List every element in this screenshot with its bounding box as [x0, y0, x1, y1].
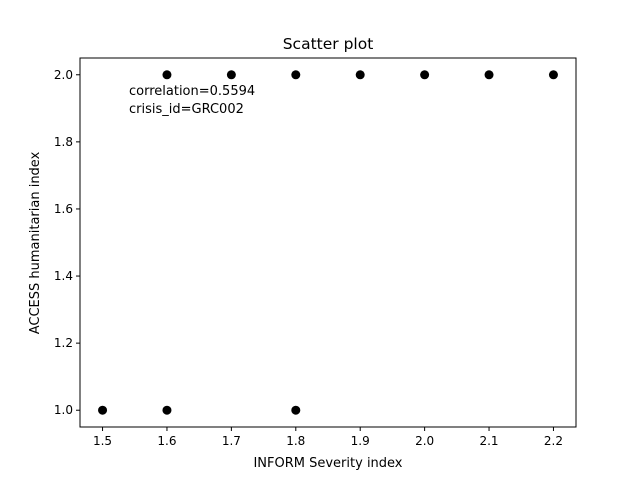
x-tick-label-7: 2.2	[544, 434, 563, 448]
data-point-5	[291, 70, 301, 80]
x-tick-label-4: 1.9	[351, 434, 370, 448]
plot-frame	[79, 57, 577, 428]
plot-area	[79, 57, 577, 428]
x-tick-label-5: 2.0	[415, 434, 434, 448]
x-axis-label: INFORM Severity index	[253, 456, 402, 471]
data-point-2	[291, 405, 301, 415]
y-tick-label-0: 1.0	[54, 403, 73, 417]
y-tick-label-2: 1.4	[54, 269, 73, 283]
correlation-annotation: correlation=0.5594	[129, 84, 255, 99]
chart-title: Scatter plot	[283, 35, 374, 53]
y-tick-label-3: 1.6	[54, 202, 73, 216]
y-tick-label-1: 1.2	[54, 336, 73, 350]
data-point-4	[226, 70, 236, 80]
data-point-6	[355, 70, 365, 80]
x-tick-label-6: 2.1	[479, 434, 498, 448]
axis-ticks: 1.5 1.6 1.7 1.8 1.9 2.0 2.1 2.2 1.0 1.2 1.4 1.6 1.8 2…	[54, 68, 563, 448]
x-tick-label-2: 1.7	[222, 434, 241, 448]
y-axis-label: ACCESS humanitarian index	[28, 151, 43, 334]
x-tick-label-3: 1.8	[286, 434, 305, 448]
x-tick-label-1: 1.6	[157, 434, 176, 448]
data-point-3	[162, 70, 172, 80]
y-tick-label-4: 1.8	[54, 135, 73, 149]
data-point-0	[98, 405, 108, 415]
crisis-id-annotation: crisis_id=GRC002	[129, 102, 244, 117]
y-tick-label-5: 2.0	[54, 68, 73, 82]
x-tick-label-0: 1.5	[93, 434, 112, 448]
data-point-7	[420, 70, 430, 80]
data-point-1	[162, 405, 172, 415]
data-points	[98, 70, 558, 415]
data-point-9	[548, 70, 558, 80]
data-point-8	[484, 70, 494, 80]
